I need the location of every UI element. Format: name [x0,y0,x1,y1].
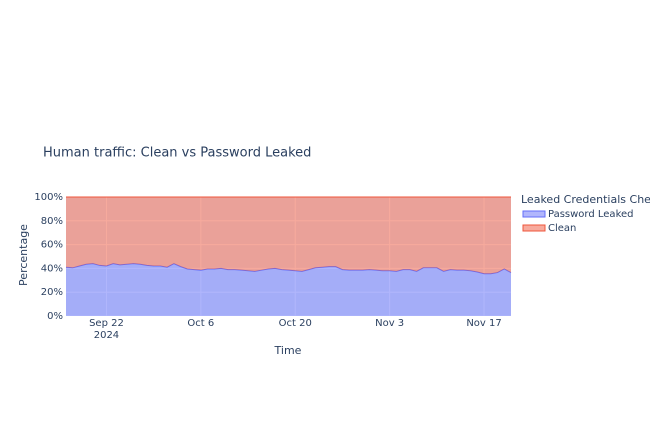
legend-label: Clean [548,223,576,234]
legend-label: Password Leaked [548,209,634,220]
legend-title: Leaked Credentials Check [521,193,650,206]
chart-title: Human traffic: Clean vs Password Leaked [43,146,311,161]
y-axis-label: Percentage [17,224,30,286]
x-tick-label: Nov 3 [375,318,404,329]
y-tick-label: 0% [47,311,63,322]
y-tick-label: 20% [41,287,63,298]
y-tick-label: 60% [41,240,63,251]
y-tick-label: 80% [41,216,63,227]
x-axis-label: Time [274,344,302,357]
y-tick-label: 100% [34,192,63,203]
legend-swatch [522,210,546,218]
y-tick-label: 40% [41,263,63,274]
area [66,263,511,316]
x-tick-label: Oct 6 [187,318,214,329]
x-tick-label: Sep 22 2024 [89,318,124,341]
x-tick-label: Nov 17 [466,318,501,329]
legend-swatch [522,224,546,232]
x-tick-label: Oct 20 [279,318,312,329]
area [66,197,511,274]
